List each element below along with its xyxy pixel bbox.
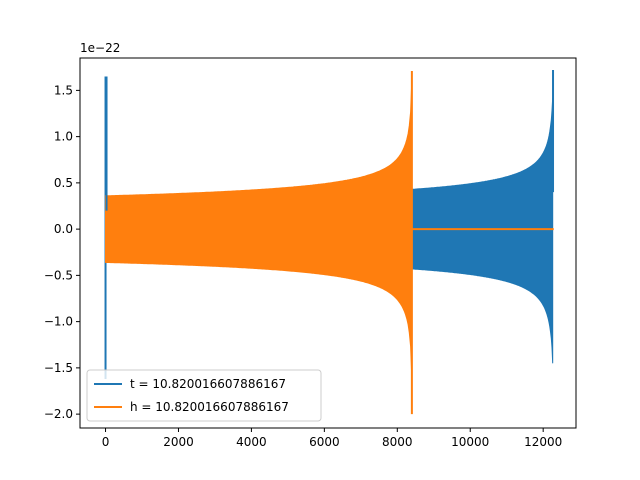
legend-label-t: t = 10.820016607886167 (130, 377, 286, 391)
y-tick-label: 1.0 (54, 130, 73, 144)
axes-frame (79, 57, 577, 429)
legend-box (86, 369, 322, 422)
x-tick-label: 6000 (309, 435, 340, 449)
y-tick-label: 0.5 (54, 176, 73, 190)
x-tick-label: 0 (102, 435, 110, 449)
x-axis: 0 2000 4000 6000 8000 10000 12000 (102, 428, 562, 449)
y-axis: 1.5 1.0 0.5 0.0 −0.5 −1.0 −1.5 −2.0 (44, 83, 80, 421)
y-tick-label: −1.5 (44, 361, 73, 375)
y-tick-label: −2.0 (44, 407, 73, 421)
y-tick-label: 0.0 (54, 222, 73, 236)
y-tick-label: 1.5 (54, 83, 73, 97)
series-t-oscillation (411, 97, 554, 364)
plot-area (104, 70, 555, 415)
legend: t = 10.820016607886167 h = 10.8200166078… (86, 369, 322, 422)
y-offset-label: 1e−22 (80, 41, 120, 55)
x-tick-label: 2000 (163, 435, 194, 449)
y-tick-label: −1.0 (44, 315, 73, 329)
x-tick-label: 10000 (451, 435, 489, 449)
x-tick-label: 8000 (382, 435, 413, 449)
x-tick-label: 12000 (524, 435, 562, 449)
legend-label-h: h = 10.820016607886167 (130, 400, 289, 414)
y-tick-label: −0.5 (44, 268, 73, 282)
x-tick-label: 4000 (236, 435, 267, 449)
